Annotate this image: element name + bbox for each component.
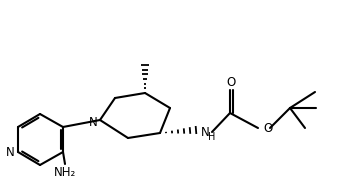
Text: N: N (201, 126, 210, 139)
Text: O: O (263, 122, 272, 135)
Text: N: N (89, 115, 98, 128)
Text: H: H (208, 132, 216, 142)
Text: O: O (226, 76, 236, 89)
Text: NH₂: NH₂ (54, 165, 76, 178)
Text: N: N (6, 146, 15, 158)
